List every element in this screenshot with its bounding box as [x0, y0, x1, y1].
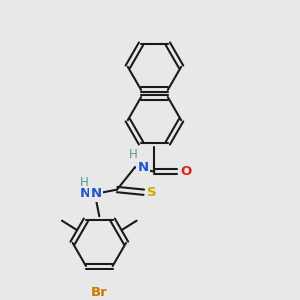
Text: H: H	[80, 176, 88, 189]
Text: N: N	[79, 188, 90, 200]
Text: O: O	[180, 165, 191, 178]
Text: N: N	[90, 188, 101, 200]
Text: Br: Br	[91, 286, 108, 299]
Text: N: N	[137, 161, 149, 174]
Text: H: H	[129, 148, 137, 161]
Text: N: N	[137, 161, 149, 174]
Text: S: S	[147, 185, 157, 199]
Text: S: S	[147, 186, 157, 199]
Text: O: O	[180, 165, 191, 178]
